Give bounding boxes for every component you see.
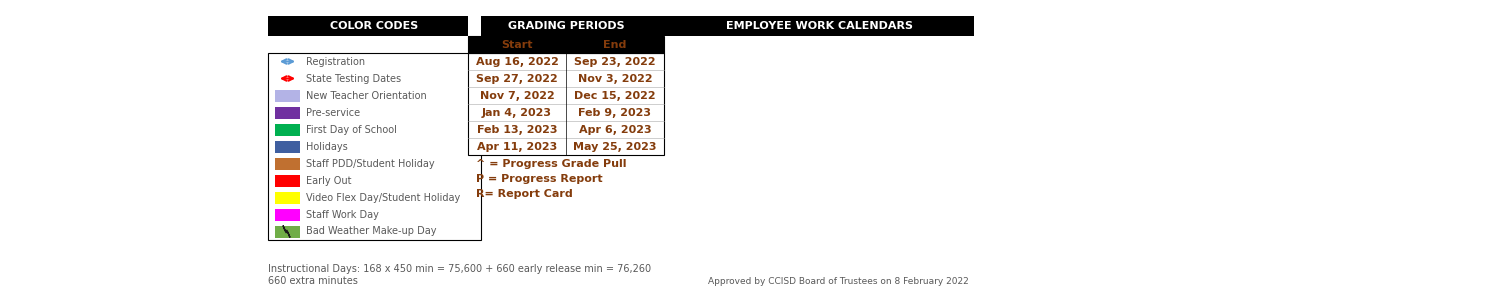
Bar (267, 16, 974, 36)
Text: Staff Work Day: Staff Work Day (307, 210, 379, 220)
Bar (275, 175, 300, 186)
Bar (275, 208, 300, 220)
Bar (468, 16, 482, 36)
Bar (275, 191, 300, 203)
Text: Staff PDD/Student Holiday: Staff PDD/Student Holiday (307, 158, 435, 168)
Text: Nov 7, 2022: Nov 7, 2022 (480, 91, 554, 101)
Text: Feb 13, 2023: Feb 13, 2023 (477, 124, 557, 134)
Polygon shape (282, 225, 290, 238)
Text: Apr 6, 2023: Apr 6, 2023 (578, 124, 651, 134)
Text: End: End (604, 39, 627, 49)
Bar (275, 141, 300, 153)
Text: GRADING PERIODS: GRADING PERIODS (507, 21, 624, 31)
Text: New Teacher Orientation: New Teacher Orientation (307, 91, 427, 101)
Text: R= Report Card: R= Report Card (476, 189, 572, 199)
Text: Nov 3, 2022: Nov 3, 2022 (578, 74, 652, 83)
Bar (468, 36, 664, 53)
Text: Aug 16, 2022: Aug 16, 2022 (476, 56, 559, 66)
Text: Jan 4, 2023: Jan 4, 2023 (482, 108, 553, 118)
Text: Instructional Days: 168 x 450 min = 75,600 + 660 early release min = 76,260: Instructional Days: 168 x 450 min = 75,6… (267, 264, 651, 274)
Text: Feb 9, 2023: Feb 9, 2023 (578, 108, 651, 118)
Text: Sep 27, 2022: Sep 27, 2022 (476, 74, 557, 83)
Text: Holidays: Holidays (307, 141, 347, 151)
Text: May 25, 2023: May 25, 2023 (574, 141, 657, 151)
Text: Apr 11, 2023: Apr 11, 2023 (477, 141, 557, 151)
Text: Start: Start (501, 39, 533, 49)
Text: State Testing Dates: State Testing Dates (307, 74, 402, 83)
Bar (275, 225, 300, 238)
Text: COLOR CODES: COLOR CODES (331, 21, 418, 31)
Text: EMPLOYEE WORK CALENDARS: EMPLOYEE WORK CALENDARS (726, 21, 914, 31)
Text: Registration: Registration (307, 56, 365, 66)
Text: Dec 15, 2022: Dec 15, 2022 (574, 91, 655, 101)
Text: P = Progress Report: P = Progress Report (476, 174, 602, 184)
Bar (468, 53, 664, 155)
Bar (275, 123, 300, 136)
Text: Bad Weather Make-up Day: Bad Weather Make-up Day (307, 226, 436, 236)
Text: Pre-service: Pre-service (307, 108, 359, 118)
Text: 660 extra minutes: 660 extra minutes (267, 276, 358, 286)
Bar (275, 89, 300, 101)
Text: Early Out: Early Out (307, 176, 352, 186)
Bar (267, 53, 482, 240)
Text: ^ = Progress Grade Pull: ^ = Progress Grade Pull (476, 159, 627, 169)
Text: First Day of School: First Day of School (307, 124, 397, 134)
Text: Approved by CCISD Board of Trustees on 8 February 2022: Approved by CCISD Board of Trustees on 8… (708, 277, 969, 286)
Bar (275, 158, 300, 170)
Text: Sep 23, 2022: Sep 23, 2022 (574, 56, 655, 66)
Bar (468, 36, 566, 53)
Bar (566, 36, 664, 53)
Text: Video Flex Day/Student Holiday: Video Flex Day/Student Holiday (307, 193, 461, 203)
Bar (275, 106, 300, 118)
